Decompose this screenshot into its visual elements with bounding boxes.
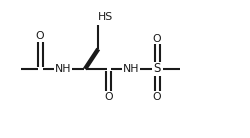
Text: O: O xyxy=(153,34,161,44)
Text: O: O xyxy=(153,92,161,102)
Text: HS: HS xyxy=(98,12,114,22)
Text: O: O xyxy=(104,92,112,102)
Text: NH: NH xyxy=(55,64,71,74)
Text: O: O xyxy=(36,31,44,41)
Text: S: S xyxy=(153,63,161,75)
Text: NH: NH xyxy=(123,64,140,74)
